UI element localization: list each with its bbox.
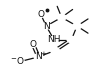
Circle shape <box>29 41 37 47</box>
Circle shape <box>51 47 59 54</box>
Text: N: N <box>35 52 42 61</box>
Circle shape <box>36 11 45 17</box>
Text: O: O <box>16 57 23 66</box>
Circle shape <box>42 23 51 29</box>
Circle shape <box>15 58 24 65</box>
Text: −: − <box>10 56 16 62</box>
Circle shape <box>34 54 43 60</box>
Circle shape <box>73 23 81 29</box>
Text: O: O <box>37 10 44 19</box>
Text: NH: NH <box>47 35 61 44</box>
Text: +: + <box>40 51 46 57</box>
Circle shape <box>67 36 76 43</box>
Text: N: N <box>43 22 50 31</box>
Text: O: O <box>29 40 37 49</box>
Circle shape <box>57 14 66 21</box>
Circle shape <box>50 36 58 43</box>
